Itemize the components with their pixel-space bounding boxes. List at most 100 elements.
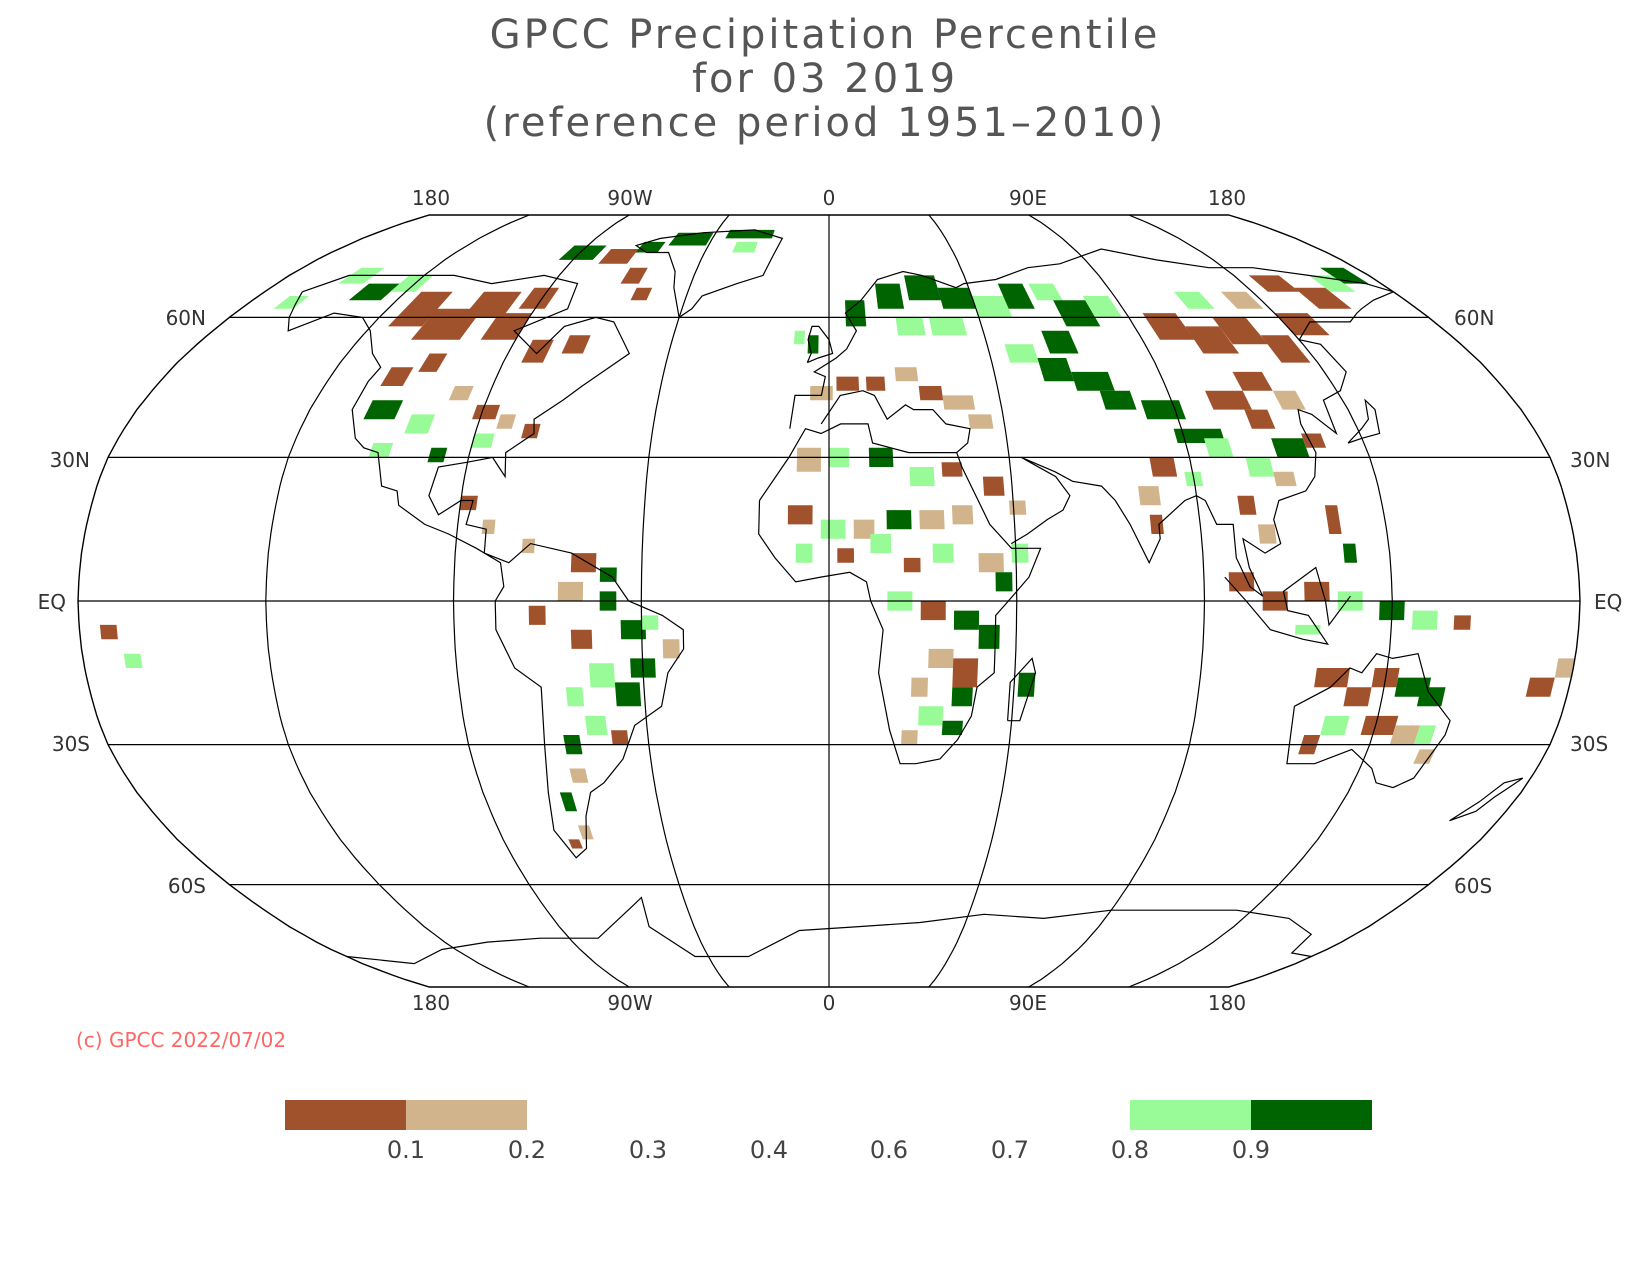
patch-very-wet [904, 275, 942, 301]
patch-wet [909, 467, 935, 487]
legend-tick-label: 0.4 [750, 1136, 788, 1164]
patch-very-wet [1140, 400, 1186, 420]
lon-label-top-180w: 180 [412, 186, 450, 210]
patch-very-wet [1017, 672, 1036, 697]
patch-wet [932, 543, 954, 563]
legend-tick-label: 0.8 [1111, 1136, 1149, 1164]
legend: 0.1 0.2 0.3 0.4 0.6 0.7 0.8 0.9 [285, 1100, 1372, 1164]
patch-very-dry [1274, 313, 1330, 336]
patch-very-dry [1294, 287, 1352, 309]
patch-very-wet [1053, 300, 1101, 327]
patch-very-wet [614, 682, 642, 707]
lat-label-right-60n: 60N [1454, 306, 1494, 330]
patch-very-dry [1149, 457, 1178, 477]
patch-dry [662, 639, 680, 659]
legend-swatch-very-wet [1251, 1100, 1372, 1130]
lat-label-right-60s: 60S [1454, 874, 1492, 898]
lat-labels-left: 60N 30N EQ 30S 60S [38, 306, 206, 898]
patch-very-dry [570, 629, 593, 649]
title-line-3: (reference period 1951–2010) [484, 100, 1167, 146]
patch-very-dry [903, 557, 921, 573]
lon-labels-bottom: 180 90W 0 90E 180 [412, 991, 1246, 1015]
lat-label-left-30s: 30S [52, 732, 90, 756]
patch-very-wet [941, 720, 963, 735]
patch-dry [481, 519, 496, 534]
coastline [346, 896, 1313, 965]
patch-very-dry [1212, 317, 1268, 345]
patch-wet [1411, 610, 1438, 630]
patch-very-dry [982, 476, 1005, 496]
patch-dry [1554, 658, 1575, 678]
title-line-2: for 03 2019 [692, 56, 958, 102]
patch-dry [1272, 390, 1306, 410]
patch-very-dry [1228, 572, 1255, 592]
patch-wet [1082, 295, 1123, 318]
patch-very-dry [941, 462, 963, 477]
patch-very-dry [787, 505, 813, 525]
patch-very-wet [997, 283, 1035, 309]
lat-label-left-eq: EQ [38, 590, 66, 614]
coastline [634, 229, 784, 318]
coastline [789, 248, 1394, 429]
patch-wet [732, 241, 758, 253]
patch-wet [1320, 715, 1350, 735]
lat-label-left-60n: 60N [166, 306, 206, 330]
patch-very-dry [952, 658, 979, 688]
patch-very-dry [561, 335, 591, 354]
patch-dry [1220, 291, 1264, 309]
patch-very-wet [348, 283, 400, 301]
coastline [1347, 398, 1381, 444]
patch-very-wet [427, 447, 448, 463]
patch-very-wet [1271, 438, 1310, 458]
legend-tick-label: 0.1 [387, 1136, 425, 1164]
patch-very-dry [620, 267, 648, 284]
patch-wet [929, 317, 968, 336]
patch-very-dry [1149, 514, 1164, 534]
patch-wet [895, 317, 926, 336]
patch-very-wet [620, 620, 646, 640]
patch-dry [968, 414, 994, 429]
patch-dry [894, 367, 919, 382]
patch-dry [919, 510, 945, 530]
coastline [1286, 653, 1451, 789]
patch-very-dry [462, 291, 522, 318]
patch-dry [911, 677, 928, 697]
lon-label-top-180e: 180 [1208, 186, 1246, 210]
patch-very-dry [380, 367, 414, 386]
coastline [820, 390, 971, 454]
patch-dry [951, 505, 974, 525]
legend-swatch-wet [1130, 1100, 1251, 1130]
patch-dry [1389, 725, 1421, 745]
patch-wet [1308, 275, 1356, 292]
patch-wet [793, 330, 805, 345]
patch-wet [820, 519, 846, 539]
patch-dry [1138, 486, 1161, 506]
patch-very-wet [978, 624, 1000, 649]
patch-very-dry [1244, 409, 1276, 429]
coastlines [287, 229, 1524, 965]
patch-wet [1028, 283, 1063, 301]
legend-swatch-very-dry [285, 1100, 406, 1130]
patch-very-dry [1260, 335, 1311, 363]
patch-wet [1295, 624, 1321, 635]
patch-very-wet [1037, 358, 1075, 382]
patch-very-dry [1185, 326, 1240, 354]
patch-very-dry [598, 249, 639, 264]
patch-wet [565, 687, 584, 707]
coastline [1007, 657, 1037, 722]
legend-tick-label: 0.2 [508, 1136, 546, 1164]
patch-very-wet [363, 400, 404, 420]
patch-very-dry [1453, 615, 1471, 630]
patch-wet [390, 275, 434, 292]
lon-label-bottom-90e: 90E [1009, 991, 1047, 1015]
patch-very-wet [1320, 267, 1369, 284]
coastline [758, 423, 1042, 765]
patch-very-wet [1099, 390, 1137, 410]
legend-swatch-dry [406, 1100, 527, 1130]
patch-wet [1004, 344, 1039, 363]
patch-wet [588, 663, 616, 688]
patch-wet [795, 543, 813, 563]
patch-dry [928, 648, 954, 668]
